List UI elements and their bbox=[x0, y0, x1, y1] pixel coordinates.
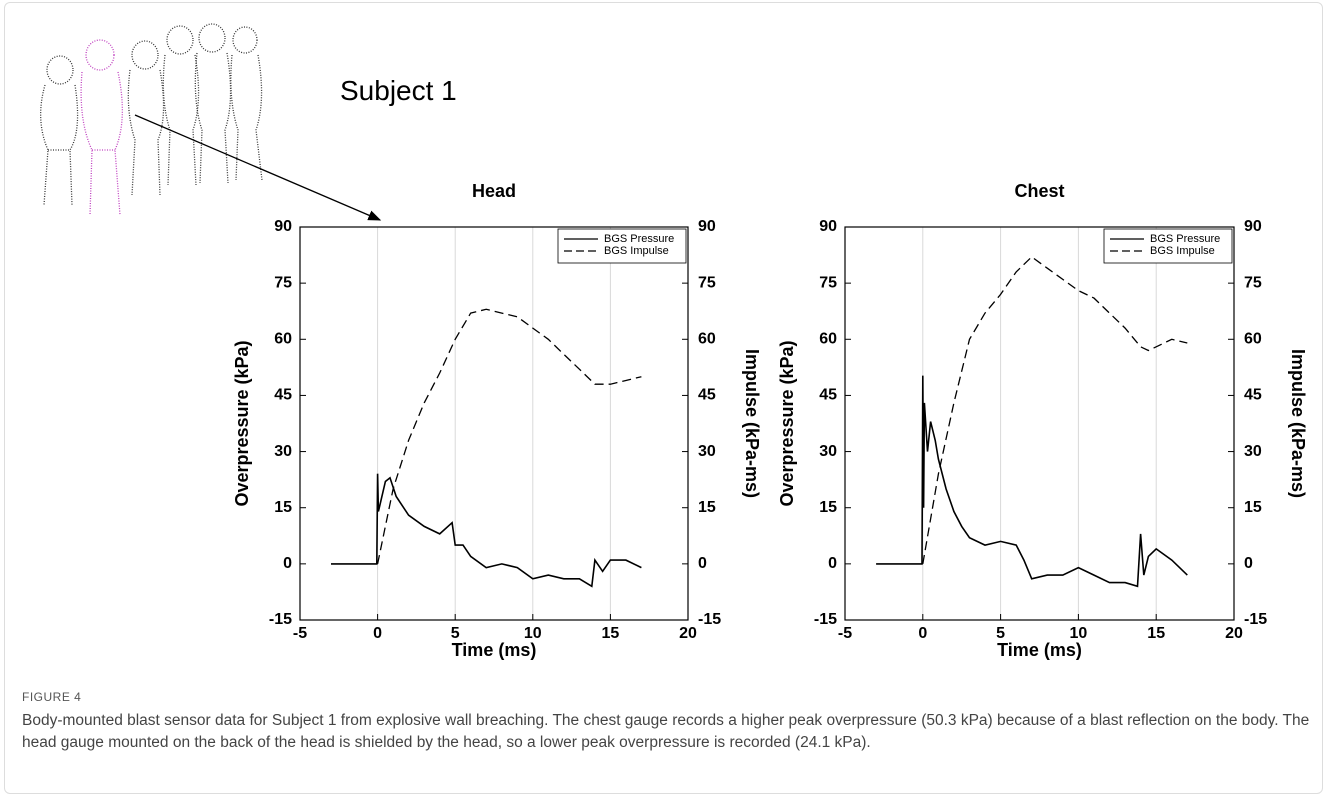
series-line bbox=[376, 308, 642, 565]
y2-tick-label: 15 bbox=[1244, 499, 1262, 516]
y2-tick-label: 45 bbox=[698, 387, 716, 404]
y-tick-label: -15 bbox=[269, 611, 292, 628]
y2-tick-label: 30 bbox=[698, 443, 716, 460]
x-tick-label: 5 bbox=[451, 625, 460, 642]
y2-tick-label: 45 bbox=[1244, 387, 1262, 404]
x-axis-label: Time (ms) bbox=[997, 640, 1082, 660]
y-tick-label: 75 bbox=[819, 274, 837, 291]
chart-title: Chest bbox=[1014, 181, 1064, 201]
y-tick-label: 45 bbox=[274, 387, 292, 404]
y-tick-label: 15 bbox=[274, 499, 292, 516]
x-tick-label: -5 bbox=[838, 625, 852, 642]
y-tick-label: 30 bbox=[274, 443, 292, 460]
x-tick-label: 15 bbox=[1147, 625, 1165, 642]
x-tick-label: 20 bbox=[1225, 625, 1243, 642]
series-line bbox=[331, 473, 642, 588]
legend-label: BGS Impulse bbox=[1150, 245, 1215, 257]
y2-axis-label: Impulse (kPa-ms) bbox=[1288, 349, 1308, 498]
legend-label: BGS Pressure bbox=[1150, 233, 1220, 245]
y-tick-label: -15 bbox=[814, 611, 837, 628]
subject-label: Subject 1 bbox=[340, 75, 457, 106]
y2-tick-label: 60 bbox=[1244, 331, 1262, 348]
y2-tick-label: 0 bbox=[1244, 555, 1253, 572]
y-tick-label: 60 bbox=[274, 331, 292, 348]
x-tick-label: 5 bbox=[996, 625, 1005, 642]
y2-tick-label: 90 bbox=[698, 218, 716, 235]
y-tick-label: 60 bbox=[819, 331, 837, 348]
x-tick-label: 0 bbox=[373, 625, 382, 642]
y2-tick-label: 60 bbox=[698, 331, 716, 348]
plot-frame bbox=[844, 226, 1235, 621]
y2-tick-label: 15 bbox=[698, 499, 716, 516]
y-tick-label: 45 bbox=[819, 387, 837, 404]
legend-box bbox=[1103, 228, 1233, 264]
series-line bbox=[922, 256, 1188, 565]
y-tick-label: 15 bbox=[819, 499, 837, 516]
legend-box bbox=[557, 228, 687, 264]
y-tick-label: 90 bbox=[274, 218, 292, 235]
y2-tick-label: 0 bbox=[698, 555, 707, 572]
x-tick-label: 20 bbox=[679, 625, 697, 642]
y2-tick-label: -15 bbox=[698, 611, 721, 628]
y2-axis-label: Impulse (kPa-ms) bbox=[742, 349, 762, 498]
point-cloud-illustration bbox=[40, 23, 263, 216]
y2-tick-label: 75 bbox=[698, 274, 716, 291]
y-tick-label: 90 bbox=[819, 218, 837, 235]
x-tick-label: 0 bbox=[918, 625, 927, 642]
x-tick-label: -5 bbox=[293, 625, 307, 642]
y-tick-label: 0 bbox=[828, 555, 837, 572]
y2-tick-label: 90 bbox=[1244, 218, 1262, 235]
y-axis-label: Overpressure (kPa) bbox=[232, 340, 252, 506]
chart-title: Head bbox=[472, 181, 516, 201]
y2-tick-label: -15 bbox=[1244, 611, 1267, 628]
legend-label: BGS Pressure bbox=[604, 233, 674, 245]
figure: Subject 1 Head-5 0 5 10 15 20-150153045607590… bbox=[40, 23, 1308, 660]
figure-card bbox=[4, 2, 1323, 794]
y2-tick-label: 75 bbox=[1244, 274, 1262, 291]
figure-label: FIGURE 4 bbox=[22, 690, 82, 704]
y2-tick-label: 30 bbox=[1244, 443, 1262, 460]
plot-frame bbox=[299, 226, 689, 621]
pointer-arrow bbox=[134, 114, 382, 221]
y-tick-label: 30 bbox=[819, 443, 837, 460]
legend-label: BGS Impulse bbox=[604, 245, 669, 257]
figure-caption: Body-mounted blast sensor data for Subje… bbox=[22, 712, 1310, 751]
y-tick-label: 0 bbox=[283, 555, 292, 572]
series-line bbox=[876, 375, 1188, 588]
x-axis-label: Time (ms) bbox=[452, 640, 537, 660]
y-tick-label: 75 bbox=[274, 274, 292, 291]
x-tick-label: 10 bbox=[524, 625, 542, 642]
y-axis-label: Overpressure (kPa) bbox=[777, 340, 797, 506]
x-tick-label: 15 bbox=[602, 625, 620, 642]
x-tick-label: 10 bbox=[1070, 625, 1088, 642]
